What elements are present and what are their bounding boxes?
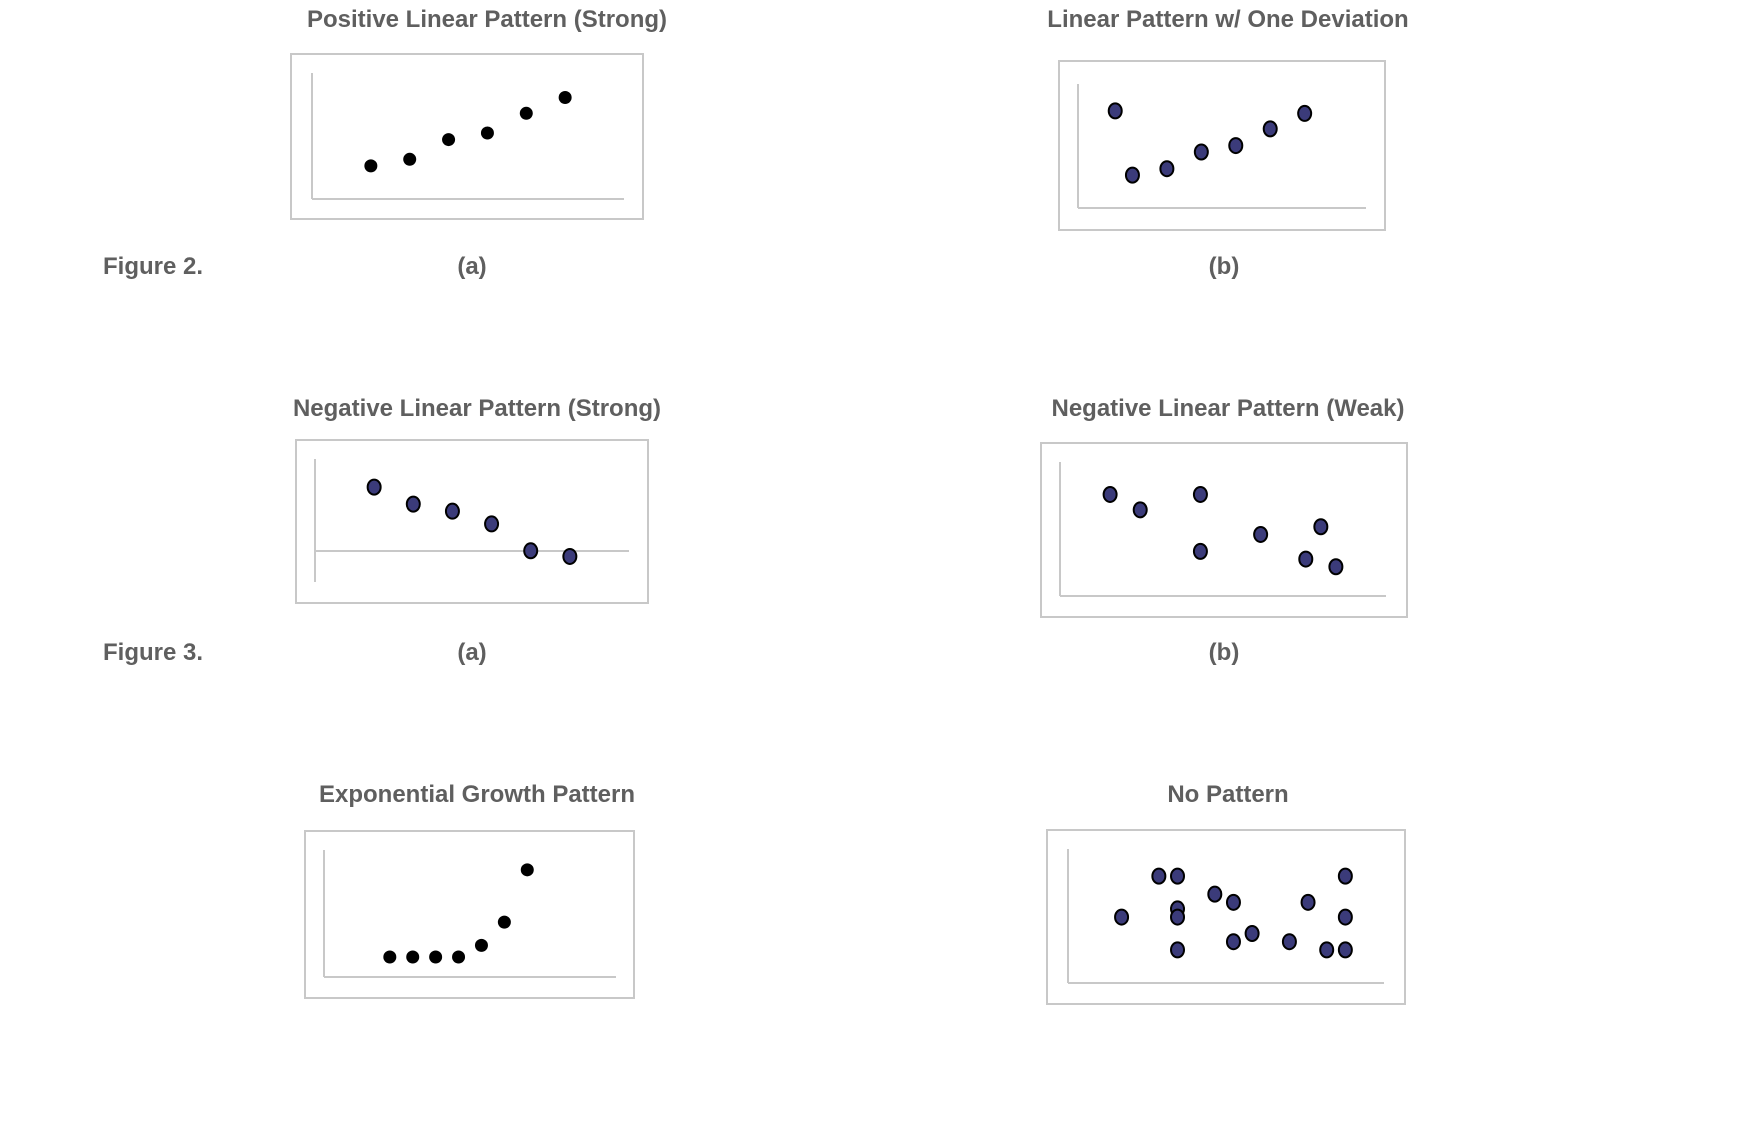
scatter-plot-exponential: [304, 830, 635, 999]
data-point: [558, 91, 572, 105]
data-point: [1298, 550, 1314, 568]
data-point: [474, 938, 488, 952]
data-point: [1159, 160, 1175, 178]
data-point: [497, 915, 511, 929]
data-point: [366, 478, 382, 496]
data-point: [1313, 518, 1329, 536]
data-point: [1151, 867, 1167, 885]
figure-2-label: Figure 2.: [103, 253, 204, 280]
data-point: [1225, 933, 1241, 951]
chart-title-negative-strong: Negative Linear Pattern (Strong): [292, 395, 662, 422]
subfigure-label-2b: (b): [1208, 253, 1240, 280]
data-point: [1244, 924, 1260, 942]
data-point: [383, 950, 397, 964]
data-point: [1132, 501, 1148, 519]
data-point: [480, 126, 494, 140]
chart-title-exponential: Exponential Growth Pattern: [318, 781, 636, 808]
scatter-plot-positive-strong: [290, 53, 644, 220]
data-point: [452, 950, 466, 964]
scatter-plot-negative-weak: [1040, 442, 1408, 618]
data-point: [403, 152, 417, 166]
plot-frame: [290, 53, 644, 220]
data-point: [1297, 104, 1313, 122]
scatter-plot-no-pattern: [1046, 829, 1406, 1005]
data-point: [1170, 867, 1186, 885]
plot-frame: [1040, 442, 1408, 618]
data-point: [1170, 941, 1186, 959]
data-point: [1192, 542, 1208, 560]
scatter-plot-negative-strong: [295, 439, 649, 604]
plot-frame: [1058, 60, 1386, 231]
data-point: [429, 950, 443, 964]
data-point: [1300, 893, 1316, 911]
scatter-plot-linear-deviation: [1058, 60, 1386, 231]
subfigure-label-3a: (a): [457, 639, 487, 666]
data-point: [1337, 908, 1353, 926]
data-point: [523, 542, 539, 560]
data-point: [364, 159, 378, 173]
data-point: [405, 495, 421, 513]
data-point: [1124, 166, 1140, 184]
data-point: [1337, 941, 1353, 959]
data-point: [1228, 137, 1244, 155]
data-point: [444, 502, 460, 520]
data-point: [1337, 867, 1353, 885]
data-point: [1114, 908, 1130, 926]
chart-title-negative-weak: Negative Linear Pattern (Weak): [1051, 395, 1405, 422]
data-point: [519, 106, 533, 120]
chart-title-no-pattern: No Pattern: [1167, 781, 1289, 808]
data-point: [442, 133, 456, 147]
data-point: [1253, 525, 1269, 543]
data-point: [1225, 893, 1241, 911]
data-point: [1193, 143, 1209, 161]
plot-frame: [295, 439, 649, 604]
data-point: [562, 547, 578, 565]
chart-title-positive-strong: Positive Linear Pattern (Strong): [306, 6, 668, 33]
data-point: [1319, 941, 1335, 959]
data-point: [1102, 485, 1118, 503]
data-point: [1170, 908, 1186, 926]
plot-frame: [304, 830, 635, 999]
figure-3-label: Figure 3.: [103, 639, 204, 666]
data-point: [1328, 558, 1344, 576]
data-point: [520, 863, 534, 877]
data-point: [1207, 885, 1223, 903]
data-point: [1262, 120, 1278, 138]
subfigure-label-3b: (b): [1208, 639, 1240, 666]
subfigure-label-2a: (a): [457, 253, 487, 280]
data-point: [1192, 485, 1208, 503]
data-point: [1107, 102, 1123, 120]
data-point: [1281, 933, 1297, 951]
data-point: [406, 950, 420, 964]
data-point: [484, 515, 500, 533]
chart-title-linear-deviation: Linear Pattern w/ One Deviation: [1047, 6, 1409, 33]
